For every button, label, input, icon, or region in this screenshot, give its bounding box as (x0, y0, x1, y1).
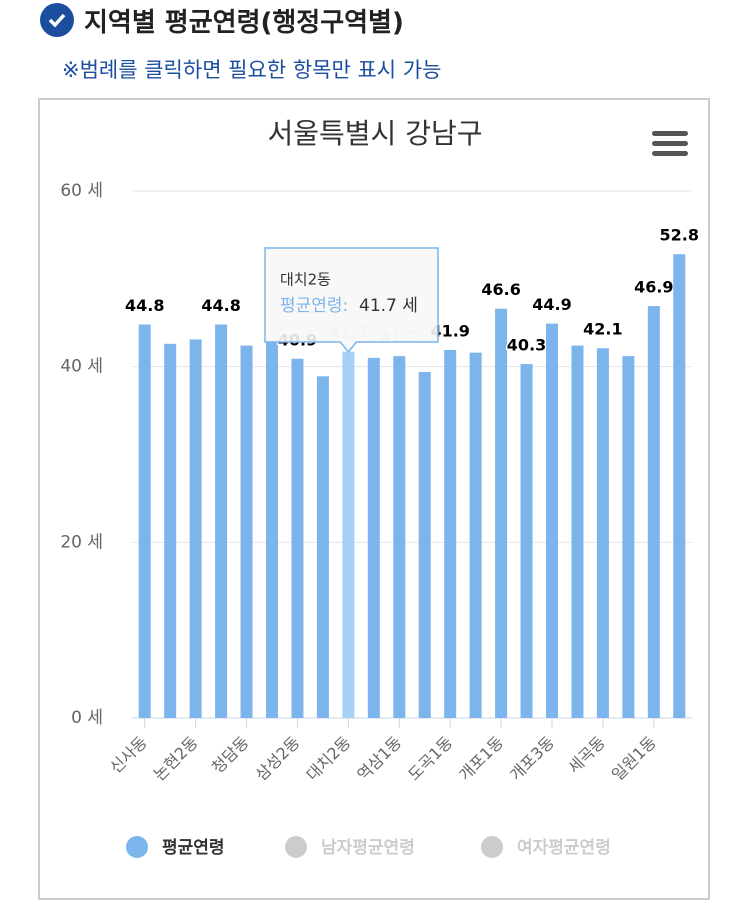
legend-label[interactable]: 평균연령 (162, 837, 225, 858)
bar (189, 339, 202, 718)
bar (546, 323, 558, 718)
bar (240, 345, 253, 718)
bar (367, 357, 380, 718)
x-tick-label: 삼성2동 (252, 733, 304, 785)
tooltip-value: 41.7 세 (359, 296, 418, 316)
x-tick-label: 세곡동 (564, 733, 609, 778)
data-label: 42.1 (583, 320, 622, 339)
bar (215, 324, 228, 718)
x-tick-label: 역삼1동 (353, 733, 405, 785)
header: 지역별 평균연령(행정구역별) (40, 0, 404, 40)
bar (164, 343, 177, 718)
x-tick-label: 논현2동 (150, 733, 202, 785)
legend-marker (285, 836, 307, 858)
check-icon (40, 3, 74, 37)
bar (138, 324, 151, 718)
bar (520, 364, 533, 718)
bar (342, 351, 355, 718)
bar (291, 358, 304, 718)
data-label: 40.3 (507, 336, 546, 355)
data-label: 44.9 (532, 295, 571, 314)
bar (596, 348, 609, 718)
x-tick-label: 대치2동 (303, 733, 355, 785)
bar (266, 340, 278, 718)
x-tick-label: 개포1동 (455, 733, 507, 785)
tooltip-title: 대치2동 (280, 271, 331, 289)
y-tick-label: 20 세 (60, 532, 103, 552)
tooltip-series: 평균연령: (280, 296, 348, 316)
x-tick-label: 청담동 (208, 733, 253, 778)
y-tick-label: 60 세 (60, 181, 103, 201)
x-tick-label: 개포3동 (506, 733, 558, 785)
x-tick-label: 도곡1동 (404, 733, 456, 785)
legend-marker (481, 836, 503, 858)
y-tick-label: 0 세 (71, 708, 103, 728)
tooltip-box (264, 247, 439, 354)
data-label: 44.8 (201, 296, 240, 315)
menu-icon[interactable] (652, 131, 688, 156)
bar (393, 356, 406, 718)
x-tick-label: 신사동 (106, 733, 151, 778)
bar (469, 352, 482, 718)
bar (444, 349, 457, 718)
legend-marker (126, 836, 148, 858)
y-tick-label: 40 세 (60, 357, 103, 377)
bar (418, 371, 431, 718)
bar (495, 308, 508, 718)
data-label: 41.9 (430, 321, 469, 340)
page-title: 지역별 평균연령(행정구역별) (84, 7, 404, 38)
bar (316, 376, 329, 718)
data-label: 46.9 (634, 278, 673, 297)
data-label: 46.6 (481, 280, 520, 299)
data-label: 44.8 (125, 296, 164, 315)
bar (571, 345, 584, 718)
chart-title: 서울특별시 강남구 (268, 117, 483, 150)
legend-label[interactable]: 남자평균연령 (321, 837, 415, 858)
legend-label[interactable]: 여자평균연령 (517, 837, 611, 858)
note: ※범례를 클릭하면 필요한 항목만 표시 가능 (62, 58, 442, 82)
chart-box (38, 98, 710, 900)
bar (622, 356, 635, 718)
bar (647, 306, 660, 718)
x-tick-label: 일원1동 (608, 733, 660, 785)
data-label: 52.8 (660, 226, 699, 245)
bar (673, 254, 686, 719)
